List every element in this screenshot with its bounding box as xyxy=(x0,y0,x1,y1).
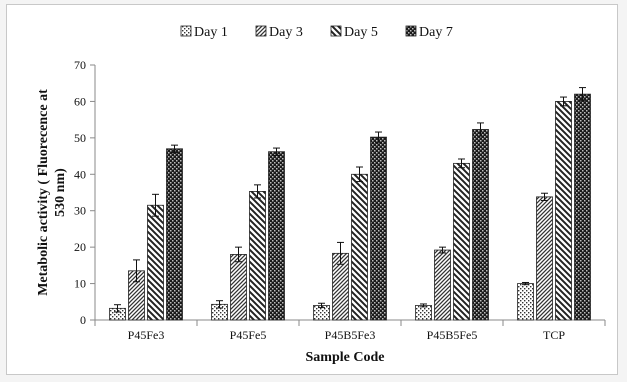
y-tick-label: 40 xyxy=(74,167,86,181)
y-axis-title-line: Metabolic activity ( Fluorecence at xyxy=(36,89,51,296)
labels-layer: 0 10 20 30 40 50 60 70 P45Fe3 P45Fe5 P45B5Fe3 P45B5… xyxy=(36,58,565,365)
y-tick-label: 30 xyxy=(74,204,86,218)
bar-p45b5fe5-series-1 xyxy=(415,305,432,321)
bar-tcp-series-4 xyxy=(574,93,591,321)
bar-p45b5fe5-series-4 xyxy=(472,129,489,321)
legend-swatch-series-1 xyxy=(180,25,192,37)
y-tick-label: 20 xyxy=(74,240,86,254)
bar-tcp-series-3 xyxy=(555,101,572,321)
bar-p45fe3-series-4 xyxy=(166,148,183,321)
y-tick-label: 70 xyxy=(74,58,86,72)
bar-tcp-series-2 xyxy=(536,196,553,321)
x-category-label: P45Fe3 xyxy=(128,328,165,342)
x-category-label: P45Fe5 xyxy=(230,328,267,342)
legend-label: Day 3 xyxy=(269,25,303,40)
y-tick-label: 10 xyxy=(74,277,86,291)
bar-p45fe3-series-3 xyxy=(147,204,164,321)
legend-label: Day 1 xyxy=(194,25,228,40)
bar-p45fe5-series-3 xyxy=(249,191,266,321)
legend: Day 1 Day 3 Day 5 Day 7 xyxy=(180,25,453,40)
bar-p45b5fe3-series-3 xyxy=(351,173,368,321)
x-category-label: P45B5Fe3 xyxy=(325,328,376,342)
legend-swatch-series-4 xyxy=(405,25,417,37)
bar-p45fe5-series-2 xyxy=(230,254,247,321)
y-tick-label: 0 xyxy=(80,313,86,327)
legend-swatch-series-3 xyxy=(330,25,342,37)
bar-p45fe5-series-4 xyxy=(268,151,285,321)
chart-frame xyxy=(6,4,618,375)
x-category-label: TCP xyxy=(543,328,565,342)
x-axis-title: Sample Code xyxy=(306,350,385,365)
y-axis-title-line: 530 nm) xyxy=(53,168,68,217)
x-category-label: P45B5Fe5 xyxy=(427,328,478,342)
legend-label: Day 5 xyxy=(344,25,378,40)
legend-swatch-series-2 xyxy=(255,25,267,37)
y-axis-title: Metabolic activity ( Fluorecence at 530 n… xyxy=(36,89,68,296)
y-tick-label: 50 xyxy=(74,131,86,145)
bar-p45b5fe5-series-2 xyxy=(434,249,451,321)
bar-p45b5fe3-series-4 xyxy=(370,136,387,321)
y-tick-label: 60 xyxy=(74,94,86,108)
bar-tcp-series-1 xyxy=(517,283,534,321)
legend-label: Day 7 xyxy=(419,25,453,40)
bar-p45b5fe5-series-3 xyxy=(453,162,470,321)
bars-layer xyxy=(109,87,591,321)
